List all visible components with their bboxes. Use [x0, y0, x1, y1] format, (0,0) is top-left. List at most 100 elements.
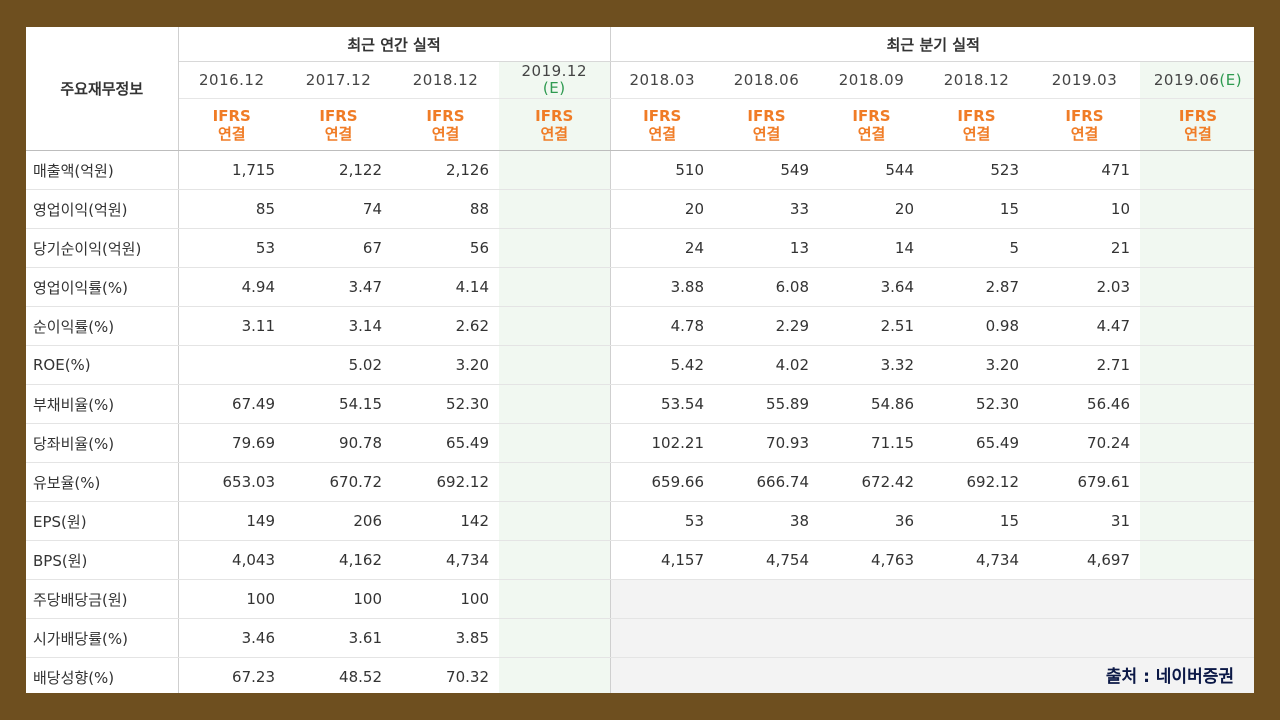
row-label: 당좌비율(%) [26, 423, 179, 463]
ifrs-label: IFRS [852, 107, 891, 125]
ifrs-header-2: IFRS 연결 [392, 98, 499, 151]
table-cell: 2.03 [1029, 267, 1140, 307]
period-header-1: 2017.12 [285, 61, 392, 99]
table-cell [1029, 579, 1140, 619]
table-cell: 67.49 [178, 384, 285, 424]
estimate-mark: (E) [542, 79, 566, 97]
row-label: ROE(%) [26, 345, 179, 385]
period-header-2: 2018.12 [392, 61, 499, 99]
ifrs-label: IFRS [535, 107, 574, 125]
period-header-5: 2018.06 [714, 61, 819, 99]
ifrs-label: IFRS [747, 107, 786, 125]
table-cell: 100 [178, 579, 285, 619]
ifrs-header-6: IFRS 연결 [819, 98, 924, 151]
table-cell: 31 [1029, 501, 1140, 541]
table-cell: 3.88 [610, 267, 714, 307]
row-label: EPS(원) [26, 501, 179, 541]
table-cell: 3.32 [819, 345, 924, 385]
consolidated-label: 연결 [752, 125, 781, 143]
period-label: 2018.03 [629, 71, 696, 89]
table-cell [1140, 579, 1254, 619]
consolidated-label: 연결 [324, 125, 353, 143]
table-cell: 67.23 [178, 657, 285, 693]
row-label: 당기순이익(억원) [26, 228, 179, 268]
table-cell: 4.94 [178, 267, 285, 307]
row-label: 매출액(억원) [26, 150, 179, 190]
ifrs-label: IFRS [426, 107, 465, 125]
table-row: 영업이익률(%) 4.94 3.47 4.14 3.88 6.08 3.64 2.87 2.03 [26, 267, 1254, 307]
table-cell [924, 618, 1029, 658]
ifrs-header-8: IFRS 연결 [1029, 98, 1140, 151]
table-cell: 100 [392, 579, 499, 619]
row-label: 영업이익(억원) [26, 189, 179, 229]
period-label: 2018.06 [733, 71, 800, 89]
period-label: 2019.06 [1153, 70, 1220, 89]
table-cell [1140, 423, 1254, 463]
table-cell: 85 [178, 189, 285, 229]
period-label: 2019.12 [521, 62, 588, 80]
period-header-4: 2018.03 [610, 61, 714, 99]
table-cell: 5 [924, 228, 1029, 268]
table-row: 매출액(억원) 1,715 2,122 2,126 510 549 544 523 471 [26, 150, 1254, 190]
table-row: 영업이익(억원) 85 74 88 20 33 20 15 10 [26, 189, 1254, 229]
table-row: 배당성향(%) 67.23 48.52 70.32 [26, 657, 1254, 693]
table-cell: 0.98 [924, 306, 1029, 346]
table-cell: 53 [178, 228, 285, 268]
table-cell: 3.85 [392, 618, 499, 658]
table-cell: 38 [714, 501, 819, 541]
ifrs-header-0: IFRS 연결 [178, 98, 285, 151]
table-cell [499, 579, 611, 619]
table-cell: 36 [819, 501, 924, 541]
table-cell: 4.14 [392, 267, 499, 307]
table-body: 매출액(억원) 1,715 2,122 2,126 510 549 544 523 471 영업이… [26, 150, 1254, 693]
table-cell: 666.74 [714, 462, 819, 502]
consolidated-label: 연결 [540, 125, 569, 143]
table-cell [499, 267, 611, 307]
period-header-6: 2018.09 [819, 61, 924, 99]
table-cell [714, 579, 819, 619]
table-cell: 4,162 [285, 540, 392, 580]
table-cell: 653.03 [178, 462, 285, 502]
table-cell: 4,763 [819, 540, 924, 580]
ifrs-label: IFRS [212, 107, 251, 125]
table-cell [178, 345, 285, 385]
ifrs-label: IFRS [957, 107, 996, 125]
table-row: 주당배당금(원) 100 100 100 [26, 579, 1254, 619]
period-header-8: 2019.03 [1029, 61, 1140, 99]
table-cell: 5.02 [285, 345, 392, 385]
table-cell: 142 [392, 501, 499, 541]
table-cell [499, 423, 611, 463]
table-cell: 510 [610, 150, 714, 190]
row-label: 순이익률(%) [26, 306, 179, 346]
period-label: 2017.12 [305, 71, 372, 89]
ifrs-header-4: IFRS 연결 [610, 98, 714, 151]
table-cell [1140, 345, 1254, 385]
table-cell: 10 [1029, 189, 1140, 229]
table-cell: 13 [714, 228, 819, 268]
table-cell [924, 657, 1029, 693]
table-cell: 71.15 [819, 423, 924, 463]
table-cell [1029, 657, 1140, 693]
table-cell: 2.71 [1029, 345, 1140, 385]
table-cell [609, 618, 714, 658]
period-header-3: 2019.12 (E) [499, 61, 611, 99]
table-cell: 74 [285, 189, 392, 229]
ifrs-header-9: IFRS 연결 [1140, 98, 1254, 151]
period-label: 2018.12 [412, 71, 479, 89]
table-cell: 4,157 [610, 540, 714, 580]
table-cell: 3.61 [285, 618, 392, 658]
annual-group-title: 최근 연간 실적 [178, 27, 611, 62]
table-cell: 692.12 [392, 462, 499, 502]
period-header-7: 2018.12 [924, 61, 1029, 99]
table-row: 시가배당률(%) 3.46 3.61 3.85 [26, 618, 1254, 658]
table-cell: 56.46 [1029, 384, 1140, 424]
table-cell [819, 657, 924, 693]
consolidated-label: 연결 [1070, 125, 1099, 143]
table-cell: 24 [610, 228, 714, 268]
table-row: 당기순이익(억원) 53 67 56 24 13 14 5 21 [26, 228, 1254, 268]
ifrs-header-5: IFRS 연결 [714, 98, 819, 151]
ifrs-header-row: IFRS 연결 IFRS 연결 IFRS 연결 IFRS 연결 IFRS 연결 IFRS 연결 IFRS… [26, 98, 1254, 151]
table-cell: 14 [819, 228, 924, 268]
table-cell: 65.49 [392, 423, 499, 463]
table-row: 부채비율(%) 67.49 54.15 52.30 53.54 55.89 54.86 52.… [26, 384, 1254, 424]
